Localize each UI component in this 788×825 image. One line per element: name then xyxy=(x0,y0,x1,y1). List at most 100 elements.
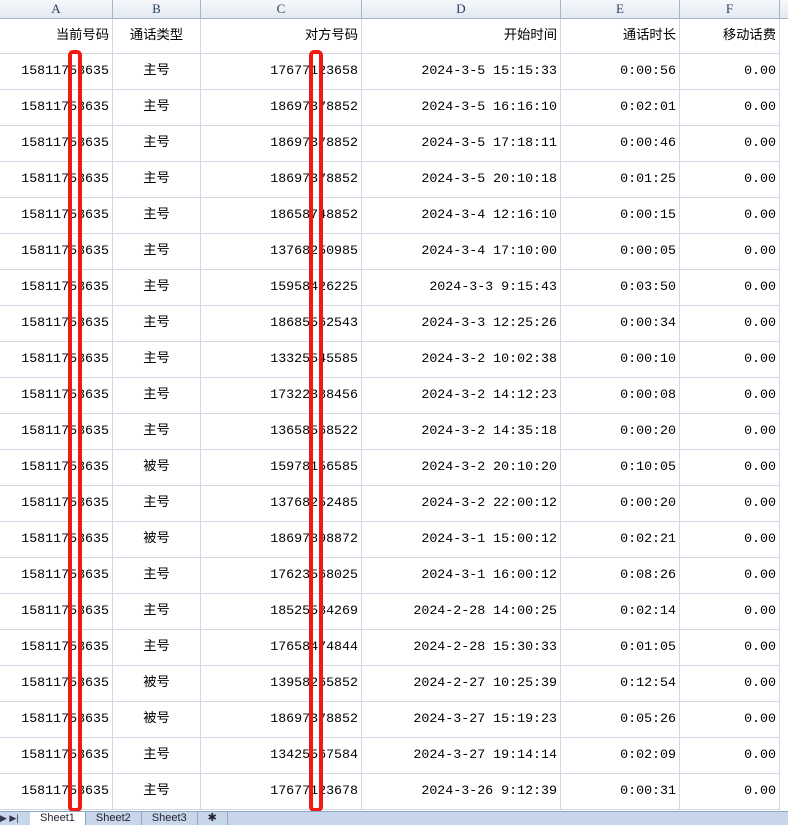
cell-c[interactable]: 对方号码 xyxy=(201,19,362,54)
column-header-e[interactable]: E xyxy=(561,0,680,18)
cell-e[interactable]: 0:00:31 xyxy=(561,774,680,809)
cell-a[interactable]: 15811753635 xyxy=(0,126,113,161)
cell-c[interactable]: 17658474844 xyxy=(201,630,362,665)
cell-b[interactable]: 主号 xyxy=(113,126,201,161)
cell-e[interactable]: 0:02:14 xyxy=(561,594,680,629)
cell-e[interactable]: 0:05:26 xyxy=(561,702,680,737)
cell-b[interactable]: 主号 xyxy=(113,162,201,197)
cell-a[interactable]: 当前号码 xyxy=(0,19,113,54)
cell-f[interactable]: 0.00 xyxy=(680,450,780,485)
sheet-nav-arrows[interactable]: ▶ ▶| xyxy=(0,813,19,823)
cell-f[interactable]: 0.00 xyxy=(680,54,780,89)
cell-d[interactable]: 2024-3-5 17:18:11 xyxy=(362,126,561,161)
cell-c[interactable]: 18525584269 xyxy=(201,594,362,629)
cell-a[interactable]: 15811753635 xyxy=(0,342,113,377)
cell-b[interactable]: 主号 xyxy=(113,54,201,89)
cell-d[interactable]: 2024-3-26 9:12:39 xyxy=(362,774,561,809)
cell-a[interactable]: 15811753635 xyxy=(0,630,113,665)
cell-e[interactable]: 0:00:05 xyxy=(561,234,680,269)
cell-a[interactable]: 15811753635 xyxy=(0,702,113,737)
cell-a[interactable]: 15811753635 xyxy=(0,666,113,701)
cell-a[interactable]: 15811753635 xyxy=(0,378,113,413)
column-header-f[interactable]: F xyxy=(680,0,780,18)
cell-b[interactable]: 主号 xyxy=(113,486,201,521)
cell-d[interactable]: 2024-3-2 22:00:12 xyxy=(362,486,561,521)
cell-d[interactable]: 2024-3-1 15:00:12 xyxy=(362,522,561,557)
cell-a[interactable]: 15811753635 xyxy=(0,414,113,449)
cell-c[interactable]: 18697378852 xyxy=(201,90,362,125)
cell-b[interactable]: 被号 xyxy=(113,702,201,737)
cell-a[interactable]: 15811753635 xyxy=(0,198,113,233)
cell-d[interactable]: 2024-3-5 16:16:10 xyxy=(362,90,561,125)
cell-b[interactable]: 主号 xyxy=(113,738,201,773)
cell-a[interactable]: 15811753635 xyxy=(0,90,113,125)
cell-e[interactable]: 0:00:46 xyxy=(561,126,680,161)
cell-e[interactable]: 0:00:20 xyxy=(561,414,680,449)
cell-f[interactable]: 0.00 xyxy=(680,702,780,737)
cell-a[interactable]: 15811753635 xyxy=(0,234,113,269)
cell-e[interactable]: 0:12:54 xyxy=(561,666,680,701)
cell-f[interactable]: 0.00 xyxy=(680,270,780,305)
cell-b[interactable]: 主号 xyxy=(113,342,201,377)
cell-d[interactable]: 2024-2-28 14:00:25 xyxy=(362,594,561,629)
cell-a[interactable]: 15811753635 xyxy=(0,270,113,305)
tab-sheet1[interactable]: Sheet1 xyxy=(30,812,86,825)
cell-e[interactable]: 0:01:25 xyxy=(561,162,680,197)
cell-e[interactable]: 0:00:10 xyxy=(561,342,680,377)
cell-e[interactable]: 0:02:21 xyxy=(561,522,680,557)
cell-a[interactable]: 15811753635 xyxy=(0,594,113,629)
cell-f[interactable]: 0.00 xyxy=(680,234,780,269)
cell-c[interactable]: 18697378852 xyxy=(201,162,362,197)
cell-b[interactable]: 主号 xyxy=(113,630,201,665)
cell-f[interactable]: 0.00 xyxy=(680,666,780,701)
cell-d[interactable]: 2024-3-3 12:25:26 xyxy=(362,306,561,341)
cell-c[interactable]: 13958265852 xyxy=(201,666,362,701)
cell-b[interactable]: 主号 xyxy=(113,270,201,305)
cell-c[interactable]: 18658748852 xyxy=(201,198,362,233)
cell-e[interactable]: 0:00:20 xyxy=(561,486,680,521)
cell-e[interactable]: 0:00:34 xyxy=(561,306,680,341)
cell-e[interactable]: 0:03:50 xyxy=(561,270,680,305)
cell-d[interactable]: 2024-3-1 16:00:12 xyxy=(362,558,561,593)
cell-d[interactable]: 2024-3-2 14:12:23 xyxy=(362,378,561,413)
cell-f[interactable]: 0.00 xyxy=(680,738,780,773)
cell-f[interactable]: 0.00 xyxy=(680,486,780,521)
cell-c[interactable]: 13768252485 xyxy=(201,486,362,521)
cell-f[interactable]: 移动话费 xyxy=(680,19,780,54)
cell-f[interactable]: 0.00 xyxy=(680,414,780,449)
cell-d[interactable]: 2024-3-4 17:10:00 xyxy=(362,234,561,269)
cell-c[interactable]: 18697898872 xyxy=(201,522,362,557)
column-header-b[interactable]: B xyxy=(113,0,201,18)
cell-b[interactable]: 主号 xyxy=(113,414,201,449)
cell-a[interactable]: 15811753635 xyxy=(0,162,113,197)
cell-e[interactable]: 0:01:05 xyxy=(561,630,680,665)
cell-d[interactable]: 2024-3-4 12:16:10 xyxy=(362,198,561,233)
cell-c[interactable]: 13658568522 xyxy=(201,414,362,449)
cell-a[interactable]: 15811753635 xyxy=(0,522,113,557)
column-header-c[interactable]: C xyxy=(201,0,362,18)
cell-e[interactable]: 0:10:05 xyxy=(561,450,680,485)
cell-a[interactable]: 15811753635 xyxy=(0,738,113,773)
cell-e[interactable]: 0:02:09 xyxy=(561,738,680,773)
column-header-d[interactable]: D xyxy=(362,0,561,18)
cell-a[interactable]: 15811753635 xyxy=(0,774,113,809)
cell-f[interactable]: 0.00 xyxy=(680,342,780,377)
cell-c[interactable]: 17322388456 xyxy=(201,378,362,413)
cell-a[interactable]: 15811753635 xyxy=(0,486,113,521)
cell-c[interactable]: 15978156585 xyxy=(201,450,362,485)
cell-d[interactable]: 2024-3-3 9:15:43 xyxy=(362,270,561,305)
cell-f[interactable]: 0.00 xyxy=(680,126,780,161)
cell-b[interactable]: 被号 xyxy=(113,522,201,557)
cell-e[interactable]: 0:02:01 xyxy=(561,90,680,125)
cell-f[interactable]: 0.00 xyxy=(680,594,780,629)
cell-c[interactable]: 18697378852 xyxy=(201,702,362,737)
cell-c[interactable]: 13325545585 xyxy=(201,342,362,377)
cell-d[interactable]: 2024-3-2 10:02:38 xyxy=(362,342,561,377)
cell-f[interactable]: 0.00 xyxy=(680,774,780,809)
cell-d[interactable]: 2024-3-27 19:14:14 xyxy=(362,738,561,773)
cell-c[interactable]: 15958426225 xyxy=(201,270,362,305)
cell-e[interactable]: 0:00:56 xyxy=(561,54,680,89)
cell-d[interactable]: 开始时间 xyxy=(362,19,561,54)
cell-f[interactable]: 0.00 xyxy=(680,630,780,665)
cell-f[interactable]: 0.00 xyxy=(680,90,780,125)
